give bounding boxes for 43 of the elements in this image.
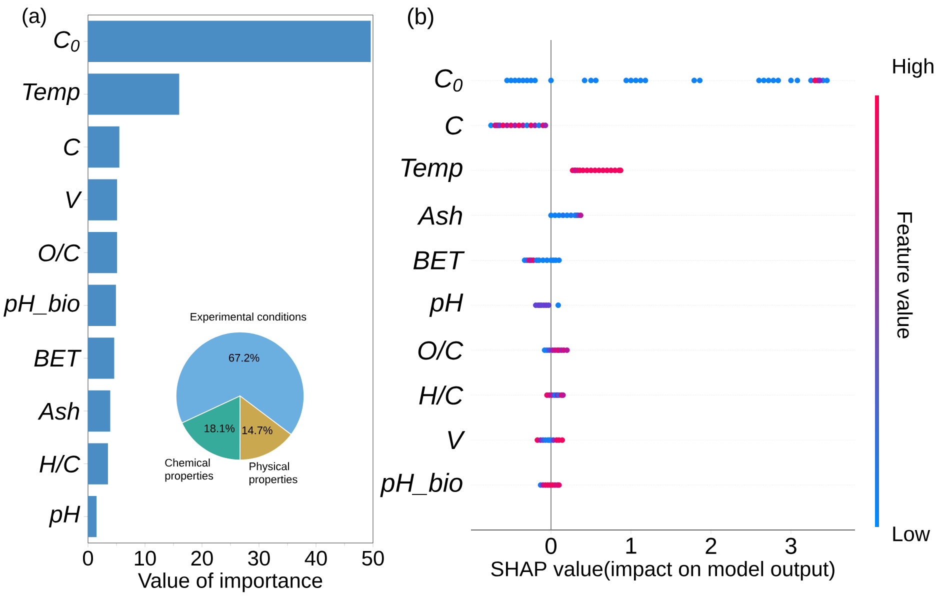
- data-label: 67.2%: [229, 354, 260, 362]
- slice-label: Chemical properties: [165, 458, 214, 482]
- y-tick-label: Ash: [417, 206, 462, 225]
- text: Low: [893, 526, 930, 542]
- slice-label: Experimental conditions: [190, 312, 306, 323]
- y-tick-label: BET: [413, 251, 465, 270]
- chart-title: (a): [22, 8, 46, 28]
- x-tick-label: 50: [362, 550, 384, 566]
- color-bar-title: Feature value: [897, 212, 913, 338]
- x-tick-label: 0: [82, 550, 94, 566]
- x-tick-label: 1: [626, 538, 636, 554]
- y-tick-label: C: [446, 116, 464, 135]
- y-tick-label: Temp: [23, 83, 80, 105]
- x-tick-label: 10: [134, 550, 156, 566]
- x-tick-label: 2: [706, 538, 716, 554]
- y-tick-label: O/C: [38, 244, 80, 262]
- x-tick-label: 20: [191, 550, 213, 566]
- x-tick-label: 0: [546, 538, 557, 554]
- chart-title: (b): [408, 8, 434, 30]
- x-axis-title: SHAP value(impact on model output): [491, 560, 834, 581]
- y-tick-label: H/C: [419, 386, 464, 405]
- data-label: 18.1%: [204, 424, 235, 432]
- x-tick-label: 40: [304, 550, 327, 566]
- data-label: 14.7%: [242, 426, 272, 434]
- y-tick-label: H/C: [40, 454, 80, 473]
- y-tick-label: V: [66, 192, 82, 208]
- y-tick-label: pH: [48, 506, 80, 528]
- y-tick-label: C$_{0}$: [54, 31, 80, 52]
- y-tick-label: pH_bio: [380, 472, 462, 498]
- x-tick-label: 3: [785, 538, 796, 554]
- y-tick-label: Temp: [401, 158, 462, 182]
- y-tick-label: BET: [34, 350, 82, 366]
- y-tick-label: pH_bio: [4, 294, 80, 317]
- x-tick-label: 30: [248, 550, 270, 566]
- text: High: [893, 58, 934, 78]
- slice-label: Physical properties: [249, 462, 298, 486]
- y-tick-label: pH: [429, 294, 464, 317]
- y-tick-label: C: [64, 138, 80, 156]
- y-tick-label: V: [448, 431, 466, 450]
- y-tick-label: Ash: [38, 402, 80, 420]
- y-tick-label: O/C: [418, 340, 464, 360]
- x-axis-title: Value of importance: [138, 572, 322, 592]
- y-tick-label: C$_{0}$: [435, 69, 463, 92]
